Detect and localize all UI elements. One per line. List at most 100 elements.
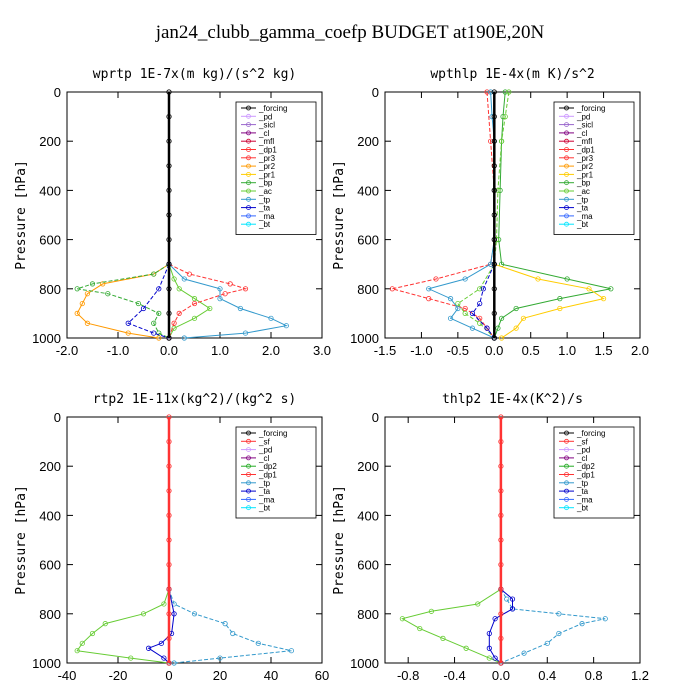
data-point [513, 325, 519, 331]
data-point [498, 315, 505, 321]
legend-entry: _forcing [258, 429, 287, 438]
panel-1: wprtp 1E-7x(m kg)/(s^2 kg) Pressure [hPa]… [14, 67, 331, 358]
y-tick-label: 0 [54, 85, 61, 100]
legend-marker [246, 163, 251, 169]
x-tick-label: 2.0 [631, 343, 649, 358]
legend-marker [564, 463, 569, 469]
y-tick-label: 200 [357, 459, 379, 474]
data-point [520, 315, 527, 321]
data-point [498, 561, 504, 568]
legend-entry: _tp [258, 479, 271, 488]
data-point [166, 611, 172, 617]
legend-entry: _tp [258, 195, 271, 204]
x-tick-label: -1.5 [374, 343, 396, 358]
legend-entry: _dp1 [576, 146, 595, 155]
data-point [217, 286, 223, 292]
data-point [495, 187, 501, 193]
legend-marker [246, 496, 251, 502]
legend-marker [246, 113, 251, 119]
panel-3: rtp2 1E-11x(kg^2)/(kg^2 s) Pressure [hPa]… [14, 392, 329, 683]
data-point [181, 276, 187, 282]
data-point [426, 296, 432, 302]
data-point [222, 291, 228, 297]
panels: wprtp 1E-7x(m kg)/(s^2 kg) Pressure [hPa]… [14, 67, 649, 683]
legend-marker [246, 430, 251, 436]
legend-marker [564, 130, 569, 136]
legend-entry: _cl [576, 454, 587, 463]
y-tick-label: 800 [39, 607, 61, 622]
data-point [161, 655, 167, 661]
data-point [428, 608, 434, 614]
legend-entry: _bp [576, 179, 591, 188]
legend-marker [246, 138, 251, 144]
x-tick-label: 0.5 [522, 343, 540, 358]
legend-marker [246, 171, 251, 177]
legend-entry: _pd [258, 112, 272, 121]
data-point [462, 305, 468, 312]
data-point [608, 286, 614, 292]
series-line-tp [500, 588, 606, 664]
data-point [191, 611, 198, 617]
data-point [166, 261, 172, 267]
data-point [557, 305, 563, 312]
figure-title: jan24_clubb_gamma_coefp BUDGET at190E,20… [155, 22, 545, 43]
series-line-ac [76, 589, 170, 664]
data-point [491, 286, 497, 292]
legend-entry: _pr2 [576, 162, 594, 171]
data-point [488, 89, 494, 95]
data-point [475, 601, 481, 607]
series-line-ac [168, 264, 211, 339]
data-point [498, 414, 504, 420]
legend-entry: _dp2 [576, 462, 595, 471]
data-point [486, 645, 492, 651]
data-point [166, 512, 172, 519]
data-point [79, 300, 85, 307]
legend-marker [246, 438, 251, 444]
data-point [502, 89, 508, 95]
data-point [166, 286, 172, 292]
data-point [166, 89, 172, 95]
data-point [222, 621, 228, 627]
data-point [128, 655, 134, 661]
legend-marker [564, 196, 569, 202]
data-point [495, 325, 501, 331]
x-tick-label: -2.0 [56, 343, 78, 358]
legend-entry: _dp1 [576, 471, 595, 480]
data-point [166, 635, 172, 642]
legend-marker [246, 188, 251, 194]
data-point [166, 537, 172, 543]
data-point [151, 320, 157, 326]
y-tick-label: 0 [372, 85, 379, 100]
x-tick-label: -0.8 [397, 668, 419, 683]
data-point [89, 630, 96, 637]
panel-title: thlp2 1E-4x(K^2)/s [442, 392, 583, 407]
data-point [498, 335, 505, 341]
data-point [491, 212, 497, 218]
legend-entry: _pr1 [576, 170, 594, 179]
legend-marker [246, 472, 251, 477]
data-point [447, 296, 454, 302]
data-point [166, 163, 172, 169]
legend-marker [564, 480, 569, 486]
legend-marker [564, 213, 569, 219]
legend-entry: _tp [576, 195, 589, 204]
legend-entry: _cl [258, 454, 269, 463]
y-tick-label: 0 [54, 410, 61, 425]
data-point [227, 281, 233, 287]
data-point [509, 596, 516, 602]
data-point [491, 114, 497, 120]
legend-marker [564, 147, 569, 152]
legend-entry: _bt [258, 504, 271, 513]
y-tick-label: 400 [39, 183, 61, 198]
data-point [166, 561, 172, 568]
legend-marker [564, 113, 569, 119]
data-point [469, 310, 476, 316]
data-point [89, 281, 96, 287]
data-point [506, 89, 512, 95]
data-point [447, 315, 454, 321]
legend-entry: _ma [258, 495, 275, 504]
legend-marker [564, 221, 569, 227]
series-line-ac [401, 588, 502, 664]
panel-title: wpthlp 1E-4x(m K)/s^2 [430, 67, 594, 82]
legend-marker [564, 430, 569, 436]
